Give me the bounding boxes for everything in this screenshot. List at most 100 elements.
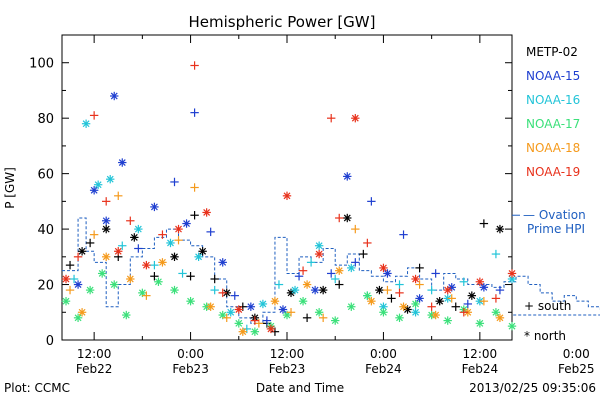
data-point bbox=[359, 249, 368, 259]
data-point bbox=[363, 291, 372, 300]
data-point bbox=[101, 224, 111, 234]
data-point bbox=[65, 285, 75, 295]
data-point bbox=[459, 308, 468, 317]
data-point bbox=[383, 285, 392, 295]
data-point bbox=[399, 302, 408, 311]
data-point bbox=[298, 296, 308, 306]
data-point bbox=[234, 305, 243, 314]
data-point bbox=[443, 285, 452, 295]
symbol-legend: + south * north bbox=[524, 299, 571, 343]
data-point bbox=[351, 224, 360, 234]
plot-timestamp: 2013/02/25 09:35:06 bbox=[469, 381, 596, 395]
data-point bbox=[238, 327, 248, 336]
data-point bbox=[335, 266, 344, 275]
data-point bbox=[451, 302, 460, 311]
data-point bbox=[77, 247, 87, 256]
data-point bbox=[110, 280, 119, 289]
data-point bbox=[507, 321, 517, 331]
data-point bbox=[495, 285, 505, 295]
data-point bbox=[431, 310, 440, 320]
data-point bbox=[166, 238, 175, 248]
data-point bbox=[126, 216, 135, 225]
data-point bbox=[435, 296, 444, 306]
data-point bbox=[69, 274, 79, 284]
data-point bbox=[302, 313, 312, 323]
data-point bbox=[218, 258, 227, 267]
y-tick-label: 60 bbox=[37, 168, 54, 183]
x-tick-date: Feb23 bbox=[269, 362, 306, 376]
x-tick-date: Feb24 bbox=[365, 362, 402, 376]
data-point bbox=[206, 227, 215, 237]
data-point bbox=[294, 272, 304, 281]
data-point bbox=[274, 280, 284, 289]
data-point bbox=[93, 180, 103, 189]
y-tick-label: 0 bbox=[46, 334, 54, 349]
data-point bbox=[306, 258, 316, 267]
data-point bbox=[170, 285, 179, 295]
data-point bbox=[286, 308, 296, 317]
data-point bbox=[178, 269, 187, 278]
data-point bbox=[431, 269, 440, 278]
data-point bbox=[411, 274, 420, 284]
data-point bbox=[507, 269, 517, 278]
y-tick-label: 20 bbox=[37, 279, 54, 294]
chart-title: Hemispheric Power [GW] bbox=[189, 13, 376, 31]
ovation-legend-line1: — Ovation bbox=[523, 208, 586, 222]
data-point bbox=[395, 313, 404, 323]
legend-entry: METP-02 bbox=[526, 45, 578, 59]
legend-entry: NOAA-18 bbox=[526, 141, 580, 155]
legend-entry: NOAA-15 bbox=[526, 69, 580, 83]
data-point bbox=[343, 172, 352, 181]
data-point bbox=[101, 197, 111, 206]
data-point bbox=[154, 277, 163, 286]
data-point bbox=[411, 299, 420, 309]
data-point bbox=[65, 260, 75, 270]
data-point bbox=[367, 197, 376, 206]
data-point bbox=[206, 302, 215, 311]
satellite-points bbox=[61, 61, 517, 336]
data-point bbox=[335, 280, 344, 289]
data-point bbox=[73, 313, 83, 323]
data-point bbox=[463, 299, 473, 309]
data-point bbox=[246, 302, 256, 311]
data-point bbox=[158, 230, 167, 239]
data-point bbox=[351, 113, 360, 123]
data-point bbox=[226, 308, 235, 317]
data-point bbox=[130, 233, 139, 242]
data-point bbox=[186, 272, 195, 281]
data-point bbox=[314, 241, 324, 250]
data-point bbox=[331, 316, 340, 325]
data-point bbox=[190, 108, 199, 117]
data-point bbox=[230, 291, 239, 300]
plot-credit: Plot: CCMC bbox=[4, 381, 70, 395]
data-point bbox=[118, 158, 127, 167]
data-point bbox=[411, 308, 420, 317]
data-point bbox=[314, 249, 324, 259]
data-point bbox=[331, 274, 340, 284]
data-point bbox=[278, 305, 288, 314]
data-point bbox=[134, 244, 143, 253]
data-point bbox=[479, 283, 489, 292]
data-point bbox=[150, 272, 159, 281]
data-point bbox=[475, 319, 485, 328]
x-tick-time: 0:00 bbox=[177, 347, 204, 361]
data-point bbox=[479, 296, 489, 306]
plot-frame bbox=[61, 34, 513, 341]
data-point bbox=[415, 280, 424, 289]
data-point bbox=[110, 91, 119, 101]
x-axis-label: Date and Time bbox=[256, 381, 344, 395]
x-tick-date: Feb22 bbox=[76, 362, 113, 376]
data-point bbox=[379, 308, 388, 317]
data-point bbox=[202, 208, 211, 217]
data-point bbox=[158, 258, 167, 267]
data-point bbox=[326, 113, 336, 123]
data-point bbox=[190, 211, 199, 220]
data-point bbox=[467, 291, 477, 300]
data-point bbox=[250, 327, 260, 336]
data-point bbox=[379, 263, 388, 273]
data-point bbox=[383, 269, 392, 278]
data-point bbox=[170, 252, 179, 262]
data-point bbox=[266, 324, 276, 334]
data-point bbox=[81, 119, 91, 128]
data-point bbox=[234, 319, 243, 328]
